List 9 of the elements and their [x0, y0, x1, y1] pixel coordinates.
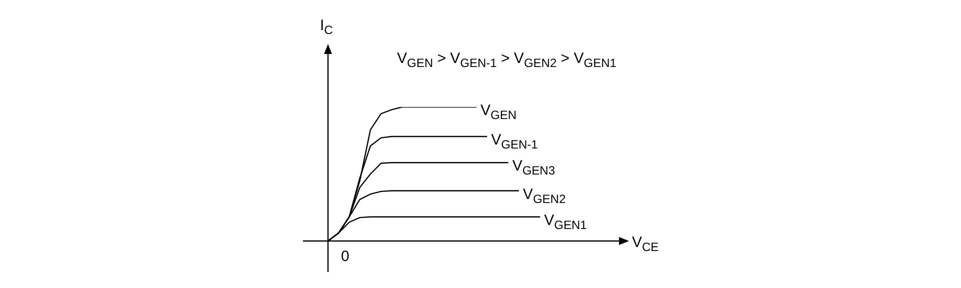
series-label: V$_{GEN2}$ — [522, 186, 566, 206]
x-axis-title: V$_{CE}$ — [632, 234, 659, 254]
series-label: V$_{GEN3}$ — [512, 158, 556, 178]
series-label: V$_{GEN1}$ — [544, 212, 588, 232]
text: V$_{GEN}$ > V$_{GEN-1}$ > V$_{GEN2}$ > V$_{GEN1}$ — [397, 50, 617, 70]
series-label: V$_{GEN}$ — [480, 102, 517, 122]
series-label: V$_{GEN-1}$ — [491, 131, 538, 152]
text: 0 — [341, 248, 350, 265]
y-axis-title: I$_{C}$ — [320, 17, 334, 37]
